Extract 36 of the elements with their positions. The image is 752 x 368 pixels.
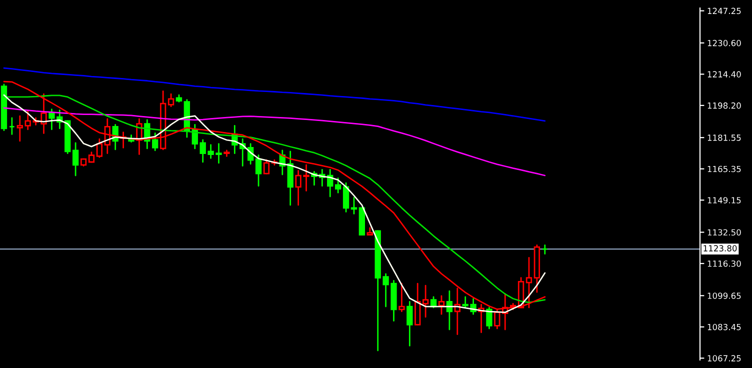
candlestick: [334, 178, 342, 194]
candlestick: [342, 182, 350, 212]
candlestick: [168, 93, 174, 108]
y-tick-label: 1083.45: [708, 324, 741, 330]
candlestick: [446, 290, 453, 330]
y-tick-label: 1067.25: [708, 355, 741, 362]
candlestick: [96, 138, 103, 158]
candlestick: [72, 142, 79, 176]
candlestick: [152, 132, 158, 152]
y-tick-label: 1116.30: [708, 260, 741, 267]
y-tick-label: 1198.20: [708, 102, 741, 109]
y-tick-label: 1181.55: [708, 134, 741, 141]
candlestick: [350, 196, 358, 214]
candlestick: [263, 159, 270, 174]
y-tick-label: 1230.60: [708, 40, 741, 46]
candlestick: [414, 282, 421, 326]
y-tick-label: 1165.35: [708, 166, 741, 172]
candlestick: [287, 150, 294, 206]
y-tick-label: 1132.50: [708, 229, 741, 236]
y-tick-label: 1099.65: [708, 292, 741, 299]
candlestick: [438, 295, 445, 315]
ref-line-label: 1123.80: [704, 245, 737, 252]
candlestick: [406, 301, 413, 346]
y-tick-label: 1214.40: [708, 71, 741, 78]
candlestick: [255, 154, 262, 187]
candlestick: [422, 284, 429, 318]
candlestick: [542, 244, 548, 255]
y-tick-label: 1247.25: [708, 8, 741, 14]
candlestick: [398, 282, 405, 312]
line-series: [3, 67, 546, 122]
candlestick: [8, 117, 16, 135]
y-tick-label: 1149.15: [708, 197, 741, 204]
candlestick: [486, 306, 492, 330]
line-series: [3, 107, 546, 176]
candlestick: [16, 115, 23, 142]
candlestick: [88, 152, 95, 163]
